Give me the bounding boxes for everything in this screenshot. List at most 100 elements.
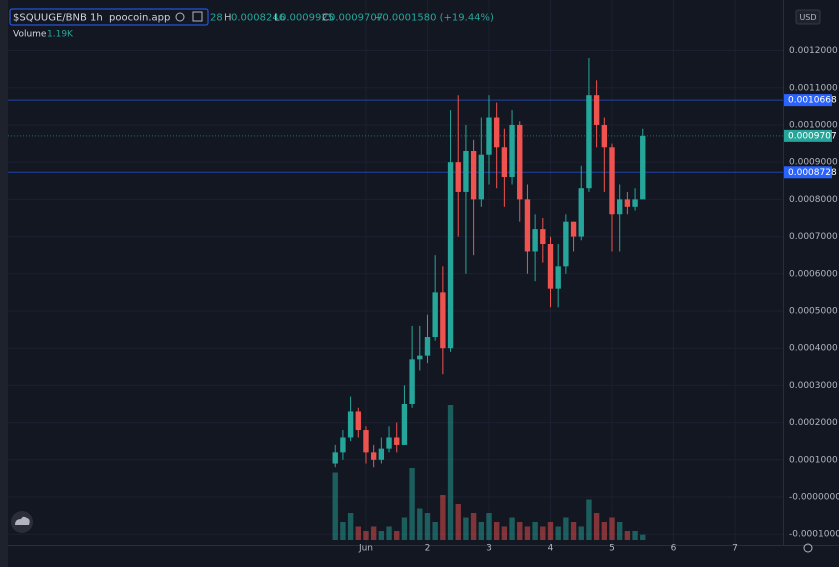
y-tick-label: 0.0010000 (789, 120, 838, 130)
y-tick-label: -0.0001000 (789, 530, 839, 540)
grid (8, 0, 783, 545)
volume-bar (586, 499, 592, 540)
volume-bar (532, 522, 538, 540)
candle-body (532, 229, 538, 252)
source[interactable]: poocoin.app (109, 13, 170, 24)
volume-bar (347, 513, 354, 540)
candle-body (601, 124, 608, 148)
change: +0.0001580 (+19.44%) (374, 13, 494, 24)
logo-icon (15, 516, 30, 525)
volume-value: 1.19K (47, 30, 74, 40)
volume-bar (478, 522, 484, 540)
candle-body (340, 437, 346, 453)
candle-body (547, 244, 554, 289)
candle-body (447, 162, 454, 349)
settings-icon[interactable] (192, 11, 203, 22)
close-value: 0.0009707 (329, 13, 383, 24)
volume-bar (509, 517, 515, 540)
volume-bar (440, 495, 446, 540)
interval[interactable]: 1h (90, 13, 103, 24)
volume-bar (493, 522, 500, 540)
volume-bar (424, 513, 431, 540)
volume-pane (332, 405, 646, 540)
volume-bar (394, 531, 400, 540)
price-label-box (784, 94, 832, 107)
candle-body (540, 229, 546, 245)
volume-bar (378, 531, 385, 540)
candle-body (463, 151, 469, 192)
volume-bar (363, 531, 369, 540)
candle-body (617, 199, 623, 215)
candle-body (578, 188, 584, 237)
close-label: C (322, 13, 329, 24)
settings-gear[interactable] (803, 543, 813, 553)
price-label: 0.0008728 (788, 168, 837, 178)
candle-body (593, 95, 600, 125)
volume-bar (593, 513, 600, 540)
candle-body (609, 147, 615, 215)
candle-body (409, 359, 415, 404)
volume-bar (570, 522, 577, 540)
candle-body (517, 124, 523, 200)
volume-label: Volume (13, 30, 47, 40)
y-tick-label: 0.0006000 (789, 269, 838, 279)
candle-body (394, 437, 400, 445)
y-tick-label: 0.0009000 (789, 158, 838, 168)
candle-body (509, 124, 515, 178)
volume-bar (447, 405, 454, 540)
eye-icon[interactable] (175, 12, 185, 22)
candle-body (570, 221, 577, 237)
volume-bar (417, 508, 423, 540)
volume-bar (463, 517, 469, 540)
y-tick-label: 0.0012000 (789, 46, 838, 56)
candle-body (632, 199, 638, 207)
price-label: 0.0009707 (788, 131, 837, 141)
x-tick-label: Jun (358, 544, 373, 554)
candle-body (586, 95, 592, 189)
volume-bar (540, 526, 546, 540)
low-value: 0.0009925 (280, 13, 334, 24)
symbol[interactable]: $SQUUGE/BNB (13, 13, 87, 24)
candle-body (624, 199, 631, 207)
candle-body (417, 355, 423, 360)
candle-body (640, 135, 646, 200)
volume-bar (332, 472, 338, 540)
x-tick-label: 2 (425, 544, 431, 554)
price-label-box (784, 166, 832, 179)
currency[interactable]: USD (799, 13, 816, 22)
candle-body (455, 162, 461, 192)
candle-body (432, 292, 438, 338)
low-label: L (274, 13, 280, 24)
candle-body (401, 403, 408, 445)
x-tick-label: 3 (486, 544, 492, 554)
volume-bar (386, 526, 392, 540)
candle-body (378, 448, 385, 460)
candle-body (555, 266, 561, 289)
volume-bar (409, 468, 415, 540)
candle-body (424, 337, 431, 356)
candle-body (470, 151, 477, 200)
symbol-box[interactable] (9, 8, 209, 26)
open-fragment: 28 (210, 13, 223, 24)
candle-body (440, 292, 446, 349)
x-tick-label: 6 (671, 544, 677, 554)
price-label: 0.0010668 (788, 96, 837, 106)
left-toolbar (0, 0, 8, 567)
y-tick-label: -0.0000000 (789, 493, 839, 503)
candle-body (486, 117, 492, 155)
candle-body (386, 437, 392, 449)
y-tick-label: 0.0002000 (789, 418, 838, 428)
y-tick-label: 0.0005000 (789, 306, 838, 316)
candle-body (332, 452, 338, 464)
candle-body (501, 147, 508, 178)
volume-bar (547, 522, 554, 540)
candle-body (563, 221, 569, 267)
high-label: H (224, 13, 232, 24)
y-tick-label: 0.0004000 (789, 344, 838, 354)
y-tick-label: 0.0007000 (789, 232, 838, 242)
volume-bar (555, 526, 561, 540)
volume-bar (640, 534, 646, 540)
x-tick-label: 5 (609, 544, 615, 554)
currency-button[interactable] (795, 9, 821, 25)
